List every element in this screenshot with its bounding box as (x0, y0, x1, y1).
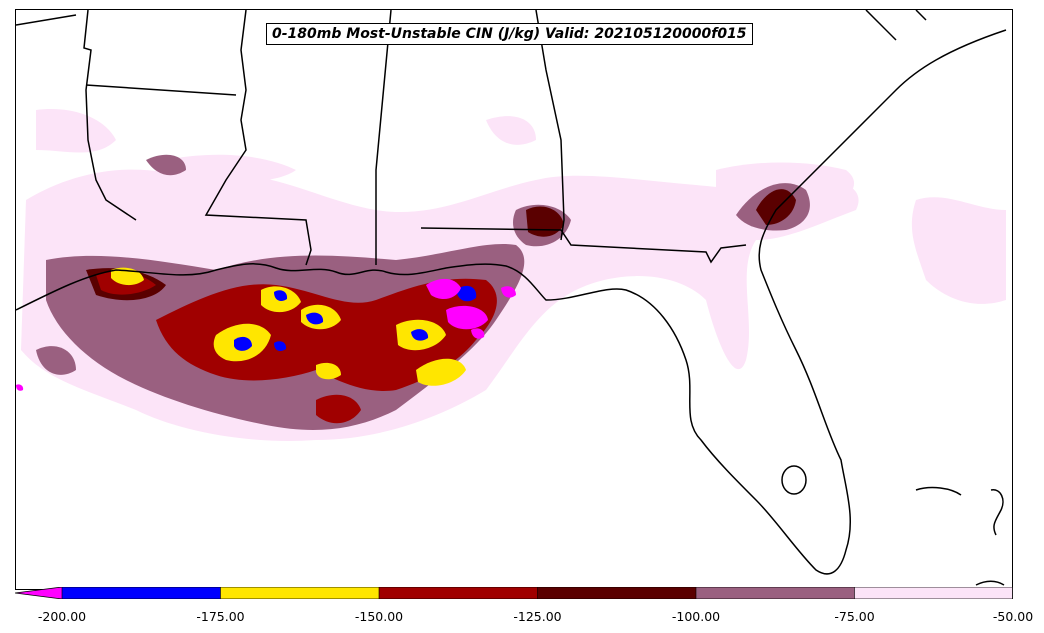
colorbar-swatch (696, 587, 855, 599)
colorbar-tick-label: -50.00 (992, 609, 1034, 624)
colorbar-swatch (62, 587, 221, 599)
colorbar-swatch (220, 587, 379, 599)
map-title: 0-180mb Most-Unstable CIN (J/kg) Valid: … (266, 23, 753, 45)
cin-shading-blue (234, 285, 477, 351)
cin-map (16, 10, 1007, 586)
colorbar-tick-label: -150.00 (354, 609, 404, 624)
colorbar-outline (15, 587, 1013, 599)
colorbar-swatch (854, 587, 1013, 599)
colorbar-swatch (537, 587, 696, 599)
colorbar-tick-label: -100.00 (671, 609, 721, 624)
colorbar-swatch (15, 587, 62, 599)
colorbar-tick-label: -200.00 (37, 609, 87, 624)
cin-shading-magenta (16, 278, 516, 391)
colorbar (15, 587, 1013, 599)
colorbar-tick-label: -175.00 (196, 609, 245, 624)
map-frame: 0-180mb Most-Unstable CIN (J/kg) Valid: … (15, 9, 1013, 590)
colorbar-swatch (379, 587, 538, 599)
colorbar-tick-label: -75.00 (834, 609, 875, 624)
coastline-and-borders (16, 10, 1007, 586)
colorbar-tick-label: -125.00 (513, 609, 562, 624)
